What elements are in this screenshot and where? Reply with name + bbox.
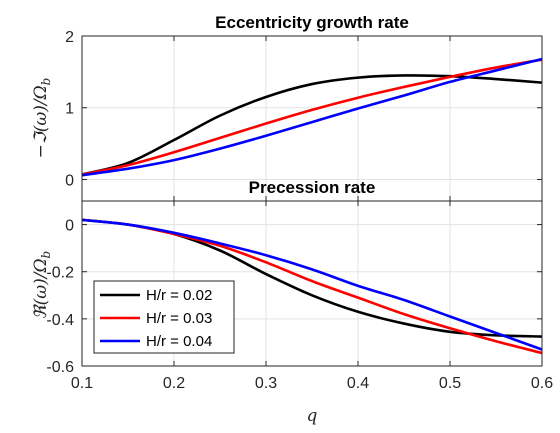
- series-line-3: [81, 218, 543, 351]
- x-tick-label: 0.1: [71, 375, 93, 392]
- omega-symbol: ω: [31, 285, 51, 299]
- subscript-b: b: [39, 78, 53, 86]
- series-line-2: [81, 58, 543, 176]
- series-line-1: [81, 74, 543, 176]
- precession-series: [81, 218, 543, 355]
- legend-label-2: H/r = 0.03: [146, 310, 212, 327]
- y-tick-label: 0: [65, 172, 74, 189]
- x-tick-label: 0.2: [163, 375, 185, 392]
- growth-y-ticks: 0 1 2: [65, 29, 74, 189]
- growth-series: [81, 57, 543, 177]
- growth-plot-area: [82, 36, 542, 201]
- legend-items: H/r = 0.02 H/r = 0.03 H/r = 0.04: [100, 287, 212, 350]
- y-tick-label: 1: [65, 101, 74, 118]
- precession-y-axis-label: ℜ(ω)/Ωb: [31, 251, 53, 320]
- y-tick-label: -0.2: [46, 265, 74, 282]
- legend-label-1: H/r = 0.02: [146, 287, 212, 304]
- x-tick-label: 0.4: [347, 375, 369, 392]
- y-tick-label: 2: [65, 29, 74, 46]
- precession-y-ticks: 0 -0.2 -0.4 -0.6: [46, 218, 74, 376]
- x-tick-label: 0.5: [439, 375, 461, 392]
- x-tick-label: 0.6: [531, 375, 553, 392]
- precession-plot-frame: [81, 200, 543, 367]
- series-line-3: [81, 57, 543, 177]
- precession-x-ticks: 0.1 0.2 0.3 0.4 0.5 0.6: [71, 375, 553, 392]
- growth-title: Eccentricity growth rate: [215, 13, 409, 32]
- x-axis-label: q: [307, 406, 318, 426]
- y-tick-label: -0.6: [46, 359, 74, 376]
- x-tick-label: 0.3: [255, 375, 277, 392]
- y-tick-label: 0: [65, 218, 74, 235]
- growth-grid: [81, 35, 543, 201]
- precession-rate-panel: 0 -0.2 -0.4 -0.6 0.1 0.2 0.3 0.4 0.5 0.6 Precess…: [31, 178, 553, 426]
- growth-y-axis-label: −ℑ(ω)/Ωb: [31, 78, 53, 159]
- legend: H/r = 0.02 H/r = 0.03 H/r = 0.04: [93, 280, 235, 354]
- growth-rate-panel: 0 1 2 Eccentricity growth rate −ℑ(ω)/Ωb: [31, 13, 543, 202]
- legend-label-3: H/r = 0.04: [146, 333, 212, 350]
- subscript-b: b: [39, 251, 53, 259]
- omega-symbol: ω: [31, 112, 51, 126]
- y-tick-label: -0.4: [46, 312, 74, 329]
- precession-title: Precession rate: [249, 178, 376, 197]
